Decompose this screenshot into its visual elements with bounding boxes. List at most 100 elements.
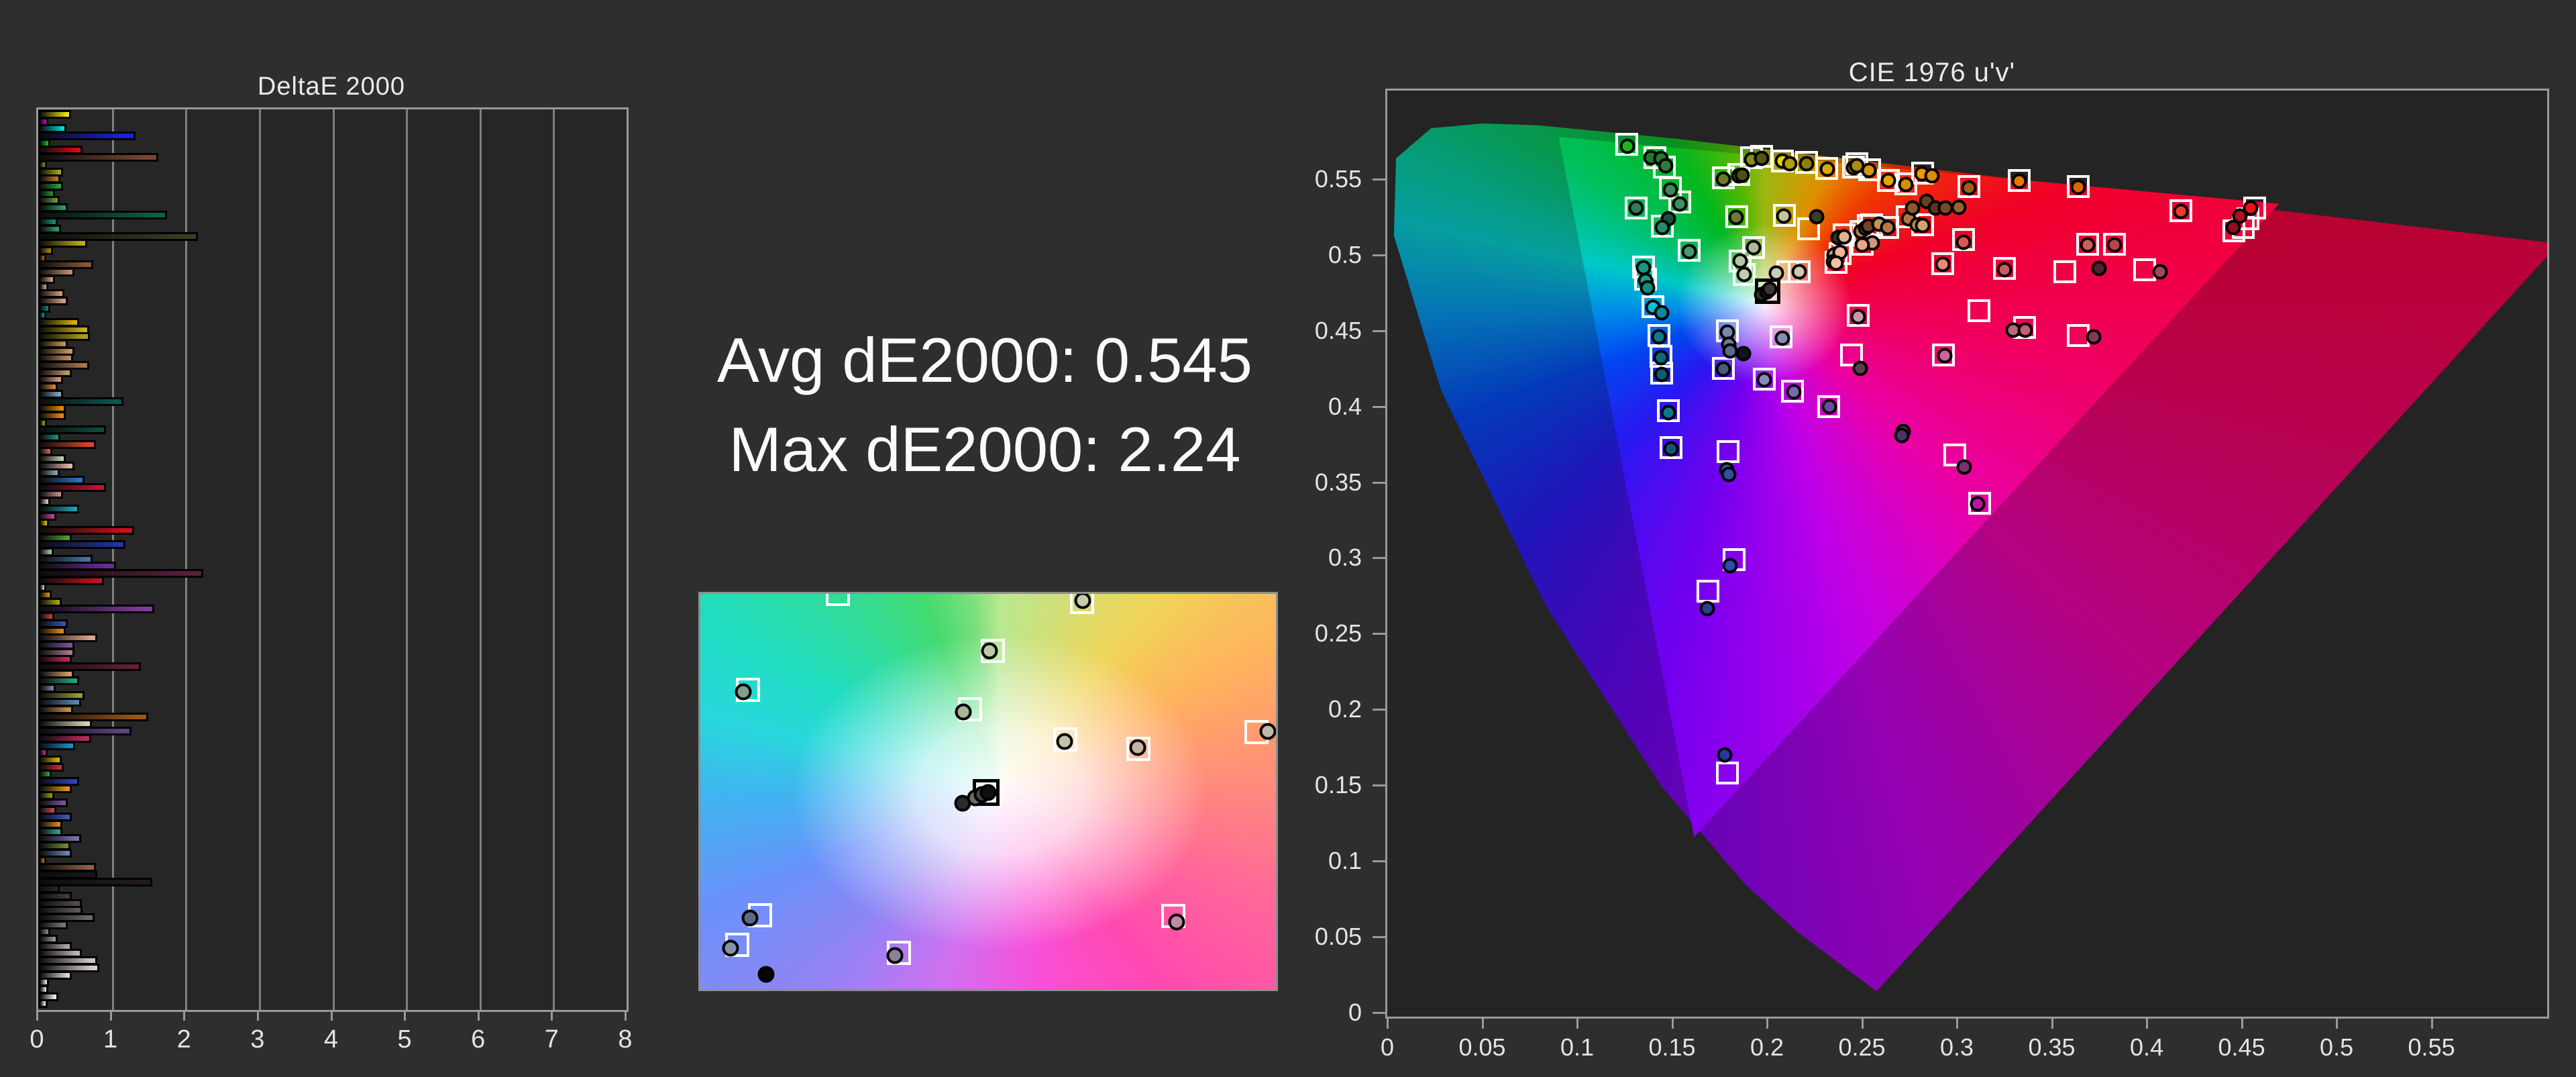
measured-point [1721,466,1737,482]
bar [38,741,75,750]
target-square [1943,443,1967,466]
bar [38,676,80,686]
target-square [1126,736,1150,761]
target-square [1660,435,1683,459]
measured-point [2152,264,2168,280]
measured-point [1937,348,1953,364]
bar [38,576,104,585]
axis-tick [183,1010,186,1021]
x-tick-label: 0.5 [2320,1033,2354,1061]
gridline [185,109,188,1010]
target-square [1967,299,1990,323]
x-tick-label: 0.45 [2218,1033,2265,1061]
target-square [1817,395,1840,418]
axis-tick [551,1010,553,1021]
bar [38,992,58,1001]
measured-point [1774,330,1790,346]
measured-point [1951,199,1967,215]
measured-point [1898,176,1914,193]
y-tick-label: 0.4 [1328,392,1362,420]
measured-point [2017,322,2033,338]
measured-point [1681,244,1697,260]
bar [38,411,66,420]
measured-point [1653,350,1669,366]
measured-point [1736,266,1752,283]
measured-point [1894,427,1910,444]
measured-point [2243,200,2259,216]
measured-point [1854,237,1870,253]
bar [38,504,80,513]
measured-point [1956,459,1972,475]
y-tick [1373,1012,1385,1014]
target-square [1968,492,1991,515]
measured-point [1728,209,1744,225]
bar [38,784,72,793]
x-tick [1387,1017,1389,1029]
target-square [826,594,851,606]
bar [38,132,136,141]
x-tick-label: 0.25 [1838,1033,1886,1061]
target-square [2102,233,2126,256]
target-square [2076,233,2100,256]
x-tick-label: 0.55 [2408,1033,2455,1061]
bar [38,540,126,550]
axis-tick-label: 6 [471,1025,486,1054]
axis-tick [404,1010,407,1021]
measured-point [1782,156,1798,172]
x-tick-label: 0.35 [2028,1033,2076,1061]
axis-tick [330,1010,333,1021]
x-tick [2051,1017,2053,1029]
cie-diagram-plot [1385,89,2549,1019]
measured-point [722,939,739,957]
x-tick [1766,1017,1769,1029]
axis-tick-label: 4 [323,1025,339,1054]
target-square [1752,367,1776,391]
y-tick-label: 0.35 [1314,468,1362,496]
max-de2000-value: Max dE2000: 2.24 [729,414,1241,485]
measured-point [1836,229,1852,245]
y-tick-label: 0.3 [1328,544,1362,572]
measured-point [1768,265,1784,281]
target-square [1992,257,2016,280]
measured-point [1654,219,1670,236]
bar [38,848,72,858]
measured-point [1852,360,1868,376]
x-tick [1956,1017,1959,1029]
measured-point [1662,182,1678,198]
target-square [1951,228,1975,252]
target-square [1788,260,1811,283]
target-square [1053,727,1078,752]
measured-point [1786,384,1802,400]
x-tick-label: 0.3 [1940,1033,1974,1061]
measured-point [1819,161,1835,177]
target-square [2008,169,2031,193]
measured-point [741,909,759,927]
x-tick [1576,1017,1579,1029]
measured-point [1129,739,1146,756]
y-tick [1373,254,1385,256]
measured-point [1754,150,1770,166]
y-tick-label: 0 [1348,998,1362,1026]
target-square [1697,580,1720,603]
axis-tick [36,1010,38,1021]
measured-point [1722,558,1738,574]
measured-point [1821,399,1837,415]
x-tick [2241,1017,2243,1029]
measured-point [1619,138,1635,154]
bar [38,970,72,980]
y-tick-label: 0.55 [1314,164,1362,193]
x-tick-label: 0.1 [1560,1033,1595,1061]
measured-point [2091,260,2107,276]
measured-point [1776,208,1792,224]
target-square [1615,132,1638,156]
target-square [1668,190,1691,213]
x-tick-label: 0 [1380,1033,1395,1061]
bar [38,425,106,435]
x-tick [1671,1017,1674,1029]
measured-point [1756,372,1772,388]
target-square [1711,357,1735,380]
target-square [2169,199,2192,223]
bar [38,296,68,305]
measured-point [1660,405,1676,421]
